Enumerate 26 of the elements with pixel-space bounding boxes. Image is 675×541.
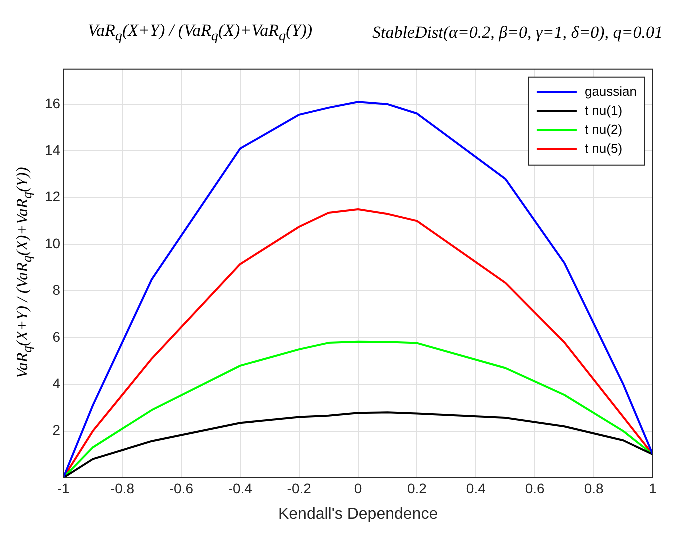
x-tick-label: 0.6 (525, 480, 546, 496)
x-tick-label: 0 (354, 480, 362, 496)
x-tick-label: -0.8 (110, 480, 135, 496)
x-tick-label: 0.4 (466, 480, 486, 496)
y-tick-label: 2 (52, 422, 61, 438)
y-tick-label: 16 (44, 95, 61, 112)
y-tick-label: 12 (44, 188, 61, 205)
legend-label: gaussian (584, 84, 638, 99)
x-tick-label: -0.2 (287, 480, 312, 496)
y-tick-label: 4 (52, 375, 61, 392)
legend-label: t nu(1) (584, 102, 623, 118)
chart-subtitle: StableDist(α=0.2, β=0, γ=1, δ=0), q=0.01 (372, 23, 663, 43)
y-tick-label: 10 (44, 235, 61, 252)
x-axis-title: Kendall's Dependence (278, 506, 438, 523)
x-tick-label: -0.6 (169, 480, 194, 496)
x-tick-label: -0.4 (228, 480, 253, 496)
y-tick-label: 6 (52, 328, 61, 345)
x-tick-label: 1 (649, 480, 658, 496)
x-tick-label: -1 (57, 480, 70, 496)
y-tick-label: 8 (52, 282, 61, 298)
legend-label: t nu(5) (584, 140, 623, 156)
legend-label: t nu(2) (584, 122, 623, 137)
x-tick-label: 0.8 (584, 480, 604, 496)
chart-title: VaR$_{q}$(X+Y) / (VaR$_{q}$(X)+VaR$_{q}$(Y)) (88, 20, 313, 46)
y-tick-label: 14 (44, 142, 61, 158)
x-tick-label: 0.2 (407, 480, 428, 496)
